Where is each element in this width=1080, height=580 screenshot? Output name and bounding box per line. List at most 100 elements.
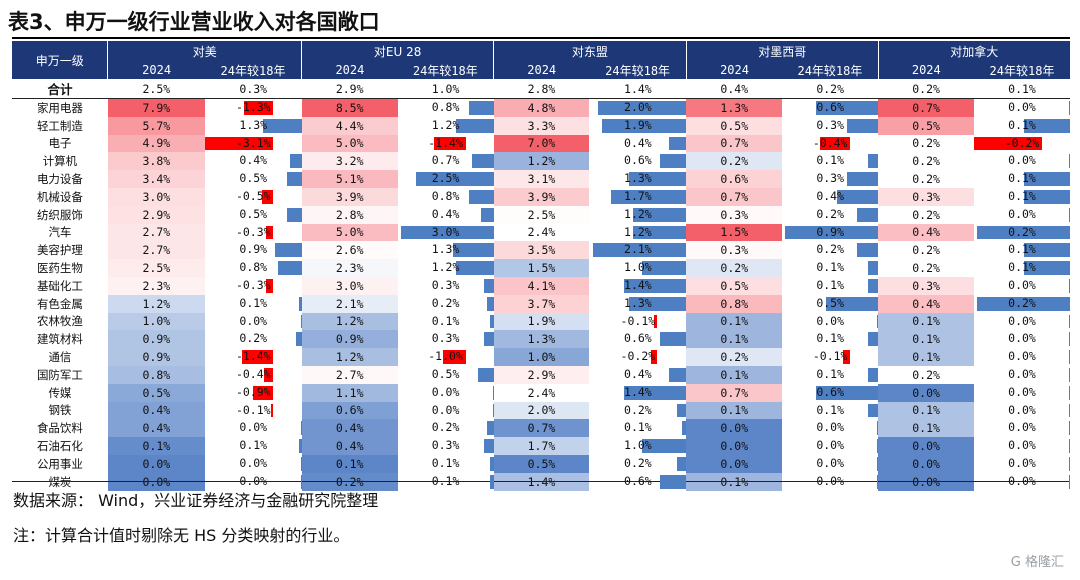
cell-change-vs-2018: -3.1% <box>204 135 302 153</box>
positive-bar <box>300 421 302 436</box>
cell-2024-share: 0.6% <box>301 401 398 420</box>
change-text: 1.2% <box>624 206 652 221</box>
cell-2024-share: 1.1% <box>301 383 398 402</box>
table-row: 家用电器 7.9% -1.3% 8.5% 0.8% 4.8% 2.0% 1.3% 0.6% 0.7… <box>12 98 1070 117</box>
cell-change-vs-2018: -0.1% <box>589 313 686 331</box>
positive-bar <box>628 296 687 311</box>
cell-change-vs-2018: 0.5% <box>205 206 302 224</box>
positive-bar <box>668 367 687 382</box>
change-text: 0.1% <box>1008 188 1036 203</box>
cell-change-vs-2018: 0.0% <box>974 437 1070 455</box>
change-text: 0.2% <box>431 420 460 435</box>
cell-change-vs-2018: 0.1% <box>782 330 879 348</box>
positive-bar <box>295 332 302 347</box>
total-2024-value: 2.5% <box>107 79 205 99</box>
change-text: 0.7% <box>431 153 460 168</box>
cell-2024-share: 3.2% <box>301 152 398 171</box>
table-row: 电力设备 3.4% 0.5% 5.1% 2.5% 3.1% 1.3% 0.6% 0.3% 0.2%… <box>12 170 1070 188</box>
cell-change-vs-2018: -0.1% <box>782 348 878 366</box>
cell-2024-share: 3.3% <box>493 116 590 135</box>
change-text: 0.5% <box>816 295 845 310</box>
change-text: 0.0% <box>1008 438 1036 453</box>
change-text: 0.0% <box>1008 473 1036 488</box>
cell-2024-share: 0.9% <box>107 348 205 366</box>
cell-change-vs-2018: 0.0% <box>974 419 1070 437</box>
bottom-rule <box>12 481 1070 482</box>
positive-bar <box>1069 456 1070 471</box>
cell-2024-share: 0.9% <box>301 330 398 349</box>
cell-change-vs-2018: 0.3% <box>398 277 494 295</box>
cell-change-vs-2018: 1.2% <box>589 224 687 242</box>
table-row: 纺织服饰 2.9% 0.5% 2.8% 0.4% 2.5% 1.2% 0.3% 0.2% 0.2%… <box>12 205 1070 224</box>
change-text: 0.1% <box>816 153 845 168</box>
positive-bar <box>877 439 879 453</box>
total-2024-value: 2.9% <box>301 79 398 99</box>
positive-bar <box>286 172 302 186</box>
cell-change-vs-2018: 0.2% <box>398 295 494 313</box>
cell-change-vs-2018: 0.6% <box>782 384 879 402</box>
cell-2024-share: 1.9% <box>493 312 590 331</box>
cell-2024-share: 0.1% <box>686 365 783 384</box>
change-text: 0.0% <box>816 438 845 453</box>
change-text: 0.2% <box>624 402 652 417</box>
subheader-compare: 24年较18年 <box>397 61 494 79</box>
positive-bar <box>624 278 687 293</box>
change-text: 0.5% <box>239 171 268 186</box>
cell-change-vs-2018: 0.1% <box>974 170 1070 188</box>
cell-change-vs-2018: 0.2% <box>589 455 687 473</box>
cell-change-vs-2018: 1.3% <box>205 117 302 135</box>
change-text: 0.1% <box>1008 242 1036 257</box>
cell-2024-share: 1.7% <box>493 437 590 455</box>
change-text: 0.0% <box>1008 402 1036 417</box>
cell-2024-share: 0.7% <box>686 134 783 153</box>
cell-2024-share: 5.1% <box>301 170 398 188</box>
table-row: 电子 4.9% -3.1% 5.0% -1.4% 7.0% 0.4% 0.7% -0.4% 0.2… <box>12 134 1070 153</box>
cell-2024-share: 0.4% <box>878 223 975 242</box>
change-text: 0.0% <box>431 402 460 417</box>
positive-bar <box>1023 172 1070 186</box>
cell-2024-share: 2.3% <box>301 259 398 277</box>
cell-2024-share: 3.9% <box>301 187 398 206</box>
cell-2024-share: 4.8% <box>493 98 590 117</box>
change-text: 0.0% <box>1008 100 1036 114</box>
negative-bar <box>654 314 658 329</box>
change-text: 0.4% <box>624 135 652 150</box>
negative-bar <box>819 136 851 151</box>
change-text: -0.1% <box>235 402 271 417</box>
negative-bar <box>244 101 273 115</box>
positive-bar <box>597 101 687 115</box>
cell-change-vs-2018: 0.0% <box>782 313 879 331</box>
row-label: 电力设备 <box>36 172 83 187</box>
positive-bar <box>1069 154 1070 169</box>
cell-2024-share: 2.7% <box>107 223 205 242</box>
cell-2024-share: 0.4% <box>878 294 975 313</box>
cell-2024-share: 0.2% <box>686 152 783 171</box>
cell-2024-share: 0.1% <box>686 401 783 420</box>
cell-change-vs-2018: 0.0% <box>974 402 1070 420</box>
cell-2024-share: 2.4% <box>493 223 590 242</box>
change-text: 1.2% <box>431 260 460 275</box>
positive-bar <box>298 296 302 311</box>
change-text: 0.1% <box>816 277 845 292</box>
negative-bar <box>266 278 273 293</box>
cell-change-vs-2018: 0.1% <box>205 437 302 455</box>
change-text: -0.4% <box>235 366 271 381</box>
cell-change-vs-2018: 0.7% <box>398 152 494 170</box>
total-2024-value: 2.8% <box>493 79 590 99</box>
cell-change-vs-2018: 1.0% <box>589 437 687 455</box>
positive-bar <box>677 403 687 418</box>
cell-change-vs-2018: 0.0% <box>782 473 879 491</box>
cell-2024-share: 0.2% <box>878 241 975 260</box>
cell-change-vs-2018: 1.2% <box>398 117 494 135</box>
cell-2024-share: 0.7% <box>686 383 783 402</box>
cell-change-vs-2018: -0.4% <box>782 135 878 153</box>
cell-change-vs-2018: 0.2% <box>205 330 302 348</box>
cell-change-vs-2018: 0.9% <box>782 224 879 242</box>
table-row: 公用事业 0.0% 0.0% 0.1% 0.1% 0.5% 0.2% 0.0% 0.0% 0.0%… <box>12 454 1070 473</box>
change-text: 2.1% <box>624 242 652 257</box>
positive-bar <box>668 136 687 151</box>
change-text: 0.0% <box>816 473 845 488</box>
subheader-year: 2024 <box>685 61 783 79</box>
change-text: 0.0% <box>1008 349 1036 364</box>
cell-change-vs-2018: 1.7% <box>589 188 687 206</box>
